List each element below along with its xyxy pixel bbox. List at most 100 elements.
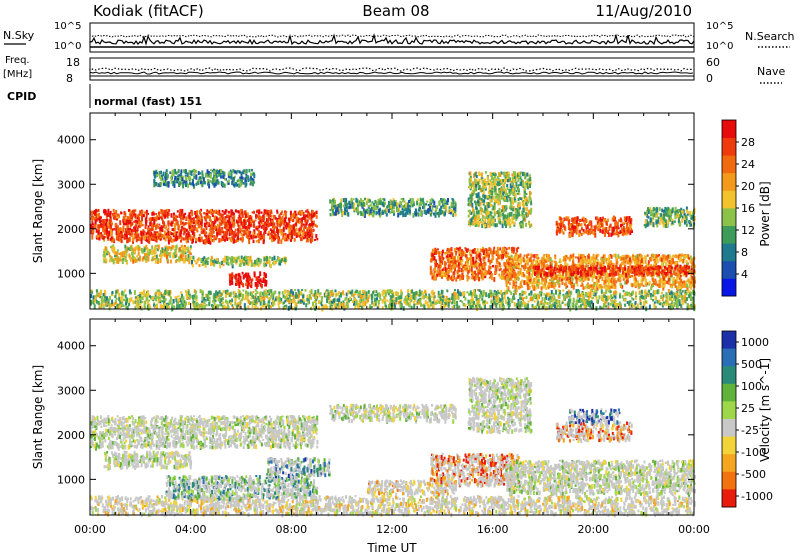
y-tick-label: 2000 (57, 429, 85, 442)
freq-tick-high: 18 (66, 56, 80, 69)
colorbar-tick-label: -25 (741, 424, 759, 437)
colorbar-swatch (722, 190, 736, 209)
x-tick-label: 04:00 (175, 523, 207, 536)
colorbar-tick-label: 100 (741, 380, 762, 393)
nsky-label: N.Sky (3, 29, 35, 42)
velocity-ylabel: Slant Range [km] (31, 365, 45, 469)
range-time-band (191, 255, 288, 269)
x-tick-label: 08:00 (275, 523, 307, 536)
nsearch-label: N.Search (745, 30, 795, 43)
range-time-band (90, 495, 696, 518)
range-time-band (555, 421, 633, 444)
colorbar-tick-label: 28 (741, 136, 755, 149)
colorbars: 4 8 12 16 20 24 28 1000 500 100 25 -25 -100 -500 -1000 (721, 119, 773, 508)
nsky-trace (89, 32, 695, 48)
power-ylabel: Slant Range [km] (31, 159, 45, 263)
colorbar-swatch (722, 366, 736, 385)
colorbar-tick-label: -500 (741, 468, 766, 481)
y-tick-label: 1000 (57, 267, 85, 280)
nave-label: Nave (757, 65, 785, 78)
colorbar-swatch (722, 278, 736, 297)
power-colorbar-label: Power [dB] (758, 181, 772, 246)
velocity-colorbar-label: Velocity [m s^-1] (758, 358, 772, 462)
colorbar-swatch (722, 208, 736, 226)
cpid-label: CPID (7, 90, 36, 103)
freq-label: Freq. (5, 55, 30, 66)
colorbar-tick-label: 25 (741, 402, 755, 415)
colorbar-swatch (722, 155, 736, 174)
colorbar-tick-label: 24 (741, 158, 755, 171)
range-time-band (165, 474, 319, 502)
range-time-band (329, 197, 457, 218)
range-time-band (103, 450, 193, 471)
axes: 1000 2000 3000 4000 1000 2000 3000 4000 00:00 04:… (57, 113, 710, 536)
freq-trace (89, 67, 694, 77)
nsearch-tick-low: 10^0 (706, 41, 733, 52)
range-time-band (367, 479, 457, 497)
colorbar-tick-label: 500 (741, 358, 762, 371)
range-time-band (102, 244, 192, 265)
range-time-band (555, 215, 633, 238)
colorbar-swatch (722, 120, 736, 138)
x-tick-label: 16:00 (477, 523, 509, 536)
nsky-tick-high: 10^5 (54, 21, 81, 32)
nave-tick-high: 60 (706, 56, 720, 69)
colorbar-swatch (722, 383, 736, 402)
cpid-value: normal (fast) 151 (94, 95, 202, 108)
colorbar-tick-label: -100 (741, 446, 766, 459)
colorbar-swatch (722, 348, 736, 367)
colorbar-tick-label: 1000 (741, 336, 769, 349)
colorbar-swatch (722, 243, 736, 262)
colorbar-tick-label: -1000 (741, 490, 773, 503)
y-tick-label: 4000 (57, 134, 85, 147)
x-axis-label: Time UT (366, 541, 417, 554)
x-tick-label: 20:00 (577, 523, 609, 536)
range-time-band (467, 171, 533, 229)
colorbar-tick-label: 20 (741, 180, 755, 193)
station-title: Kodiak (fitACF) (93, 2, 204, 20)
x-tick-label: 00:00 (678, 523, 710, 536)
colorbar-swatch (722, 172, 736, 191)
range-time-band (532, 264, 696, 278)
nave-tick-low: 0 (706, 72, 713, 85)
velocity-heatmap (90, 376, 696, 518)
colorbar-swatch (722, 225, 736, 244)
colorbar-swatch (722, 489, 736, 508)
colorbar-tick-label: 16 (741, 202, 755, 215)
colorbar-swatch (722, 471, 736, 490)
colorbar-tick-label: 4 (741, 268, 748, 281)
colorbar-tick-label: 12 (741, 224, 755, 237)
date-title: 11/Aug/2010 (595, 2, 692, 20)
range-time-band (643, 206, 696, 229)
x-tick-label: 00:00 (74, 523, 106, 536)
range-time-band (329, 403, 457, 424)
colorbar-swatch (722, 260, 736, 279)
x-tick-label: 12:00 (376, 523, 408, 536)
y-tick-label: 2000 (57, 223, 85, 236)
y-tick-label: 3000 (57, 178, 85, 191)
y-tick-label: 4000 (57, 340, 85, 353)
y-tick-label: 1000 (57, 473, 85, 486)
range-time-band (90, 414, 319, 451)
range-time-band (568, 408, 621, 427)
range-time-band (153, 168, 256, 189)
range-time-band (90, 289, 696, 312)
colorbar-tick-label: 8 (741, 246, 748, 259)
range-time-band (505, 253, 696, 292)
colorbar-swatch (722, 137, 736, 156)
freq-unit-label: [MHz] (3, 69, 32, 80)
nsearch-tick-high: 10^5 (706, 21, 733, 32)
range-time-band (228, 271, 268, 289)
range-time-band (467, 376, 533, 435)
power-heatmap (90, 168, 696, 312)
nsky-panel-frame (89, 22, 695, 53)
range-time-band (505, 459, 696, 497)
colorbar-swatch (722, 454, 736, 473)
colorbar-swatch (722, 419, 736, 437)
colorbar-swatch (722, 331, 736, 349)
range-time-band (90, 208, 319, 245)
colorbar-swatch (722, 436, 736, 455)
nsky-tick-low: 10^0 (54, 41, 81, 52)
